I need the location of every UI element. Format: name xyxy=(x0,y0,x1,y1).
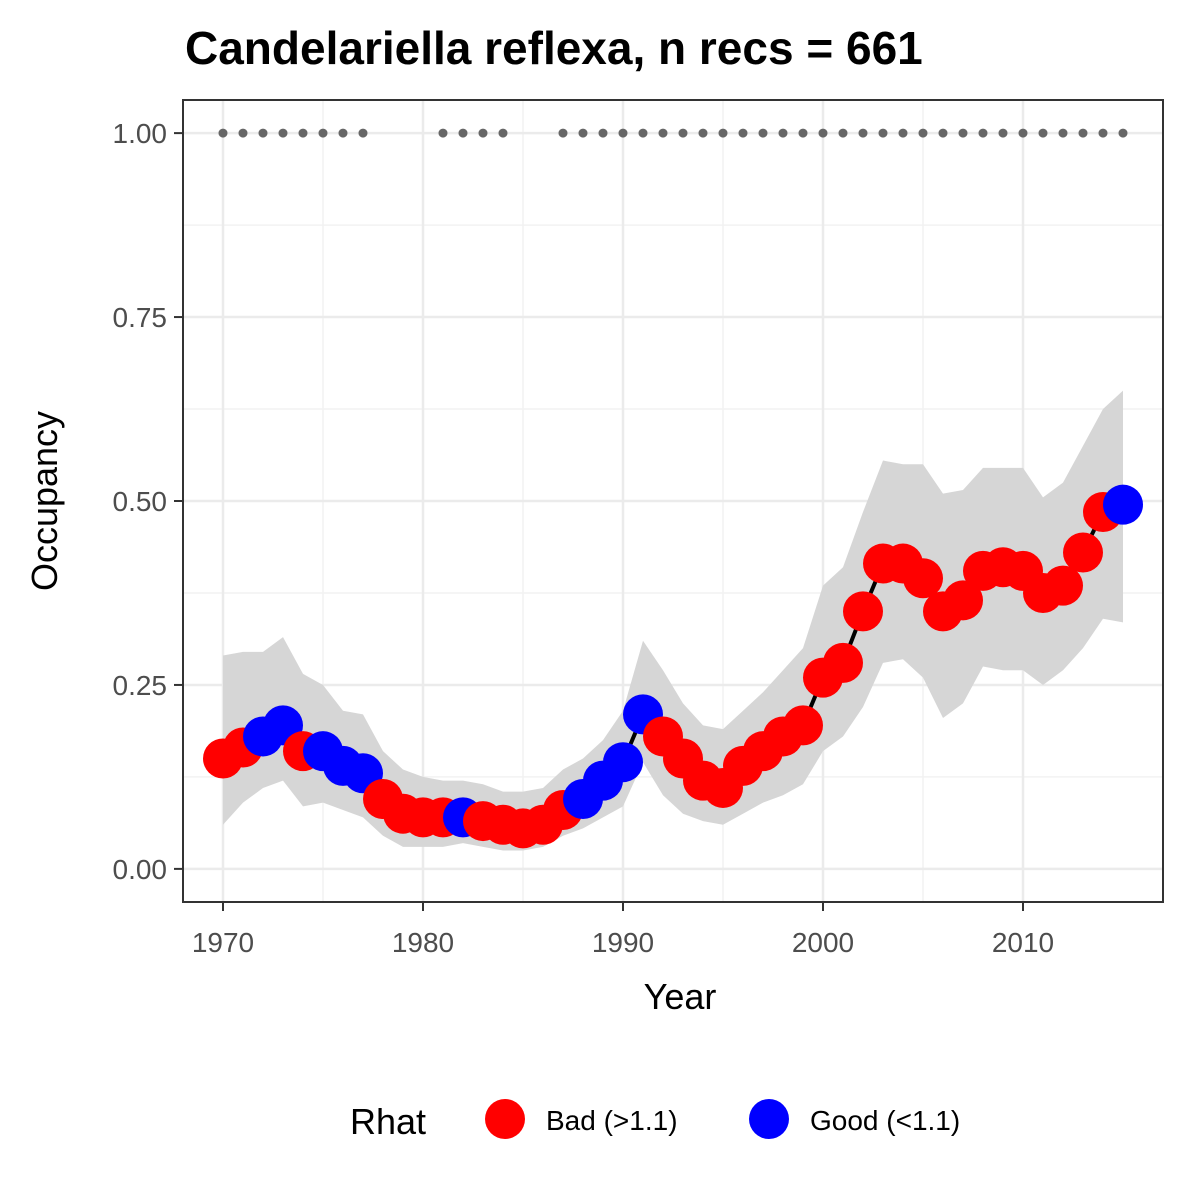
x-tick-label: 1970 xyxy=(192,927,254,958)
record-dot xyxy=(238,128,248,138)
record-dot xyxy=(638,128,648,138)
y-tick-label: 0.00 xyxy=(113,854,168,885)
record-dot xyxy=(618,128,628,138)
y-tick-label: 0.50 xyxy=(113,486,168,517)
record-dot xyxy=(338,128,348,138)
record-dot xyxy=(218,128,228,138)
x-tick-label: 2010 xyxy=(992,927,1054,958)
record-dot xyxy=(858,128,868,138)
data-point xyxy=(943,580,983,621)
x-tick-label: 1990 xyxy=(592,927,654,958)
record-dot xyxy=(498,128,508,138)
record-dot xyxy=(1038,128,1048,138)
record-dot xyxy=(958,128,968,138)
record-dot xyxy=(1058,128,1068,138)
confidence-ribbon xyxy=(223,390,1123,851)
y-tick-label: 0.75 xyxy=(113,302,168,333)
record-dot xyxy=(758,128,768,138)
record-dot xyxy=(578,128,588,138)
record-dot xyxy=(1118,128,1128,138)
legend-title: Rhat xyxy=(350,1101,426,1142)
record-dot xyxy=(318,128,328,138)
record-dot xyxy=(938,128,948,138)
record-dot xyxy=(838,128,848,138)
record-dot xyxy=(1078,128,1088,138)
data-point xyxy=(903,558,943,599)
chart-title: Candelariella reflexa, n recs = 661 xyxy=(185,22,923,74)
record-dot xyxy=(718,128,728,138)
data-point xyxy=(1063,532,1103,573)
record-dot xyxy=(978,128,988,138)
record-dot xyxy=(558,128,568,138)
record-dot xyxy=(598,128,608,138)
record-dot xyxy=(998,128,1008,138)
ribbon-layer xyxy=(223,390,1123,851)
points-layer xyxy=(203,484,1143,849)
record-dot xyxy=(778,128,788,138)
record-dot xyxy=(1098,128,1108,138)
records-layer xyxy=(218,128,1128,138)
legend: Rhat Bad (>1.1) Good (<1.1) xyxy=(350,1099,960,1142)
record-dot xyxy=(878,128,888,138)
record-dot xyxy=(678,128,688,138)
record-dot xyxy=(1018,128,1028,138)
data-point xyxy=(603,742,643,783)
x-axis-title: Year xyxy=(644,976,717,1017)
y-tick-label: 1.00 xyxy=(113,118,168,149)
x-tick-label: 1980 xyxy=(392,927,454,958)
y-axis: 0.00 0.25 0.50 0.75 1.00 xyxy=(113,118,183,885)
record-dot xyxy=(698,128,708,138)
record-dot xyxy=(898,128,908,138)
data-point xyxy=(1043,565,1083,606)
data-point xyxy=(823,642,863,683)
data-point xyxy=(843,591,883,632)
legend-label-good: Good (<1.1) xyxy=(810,1105,960,1136)
y-axis-title: Occupancy xyxy=(24,411,65,591)
record-dot xyxy=(298,128,308,138)
record-dot xyxy=(918,128,928,138)
record-dot xyxy=(738,128,748,138)
record-dot xyxy=(438,128,448,138)
record-dot xyxy=(478,128,488,138)
record-dot xyxy=(358,128,368,138)
record-dot xyxy=(278,128,288,138)
record-dot xyxy=(658,128,668,138)
x-tick-label: 2000 xyxy=(792,927,854,958)
record-dot xyxy=(258,128,268,138)
legend-label-bad: Bad (>1.1) xyxy=(546,1105,678,1136)
data-point xyxy=(1103,484,1143,525)
x-axis: 1970 1980 1990 2000 2010 xyxy=(192,902,1054,958)
record-dot xyxy=(798,128,808,138)
legend-key-good xyxy=(749,1099,789,1139)
record-dot xyxy=(818,128,828,138)
data-point xyxy=(783,705,823,746)
record-dot xyxy=(458,128,468,138)
legend-key-bad xyxy=(485,1099,525,1139)
y-tick-label: 0.25 xyxy=(113,670,168,701)
